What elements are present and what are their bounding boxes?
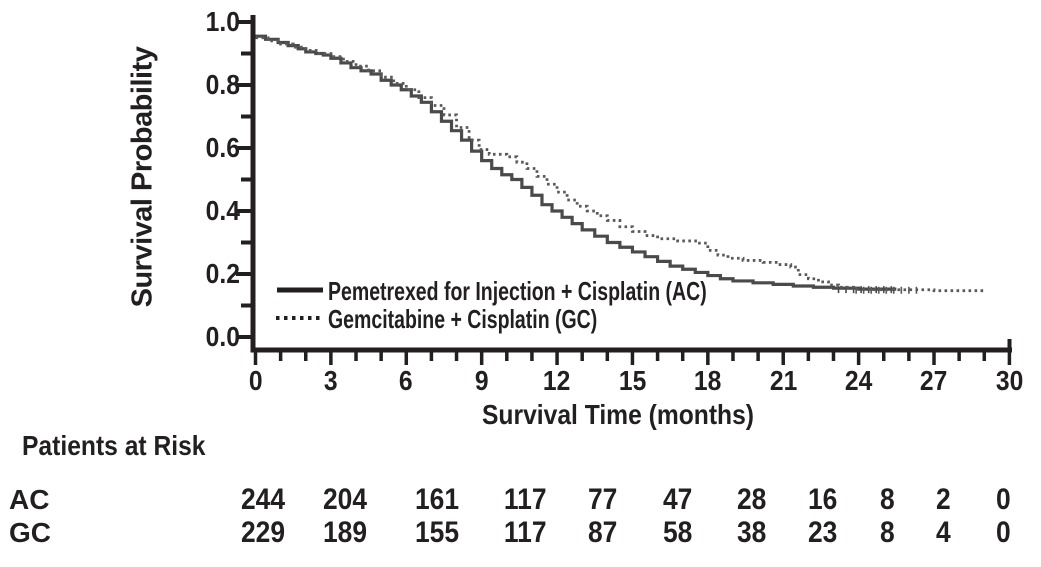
x-tick-label: 9 bbox=[442, 366, 522, 396]
risk-value-text: 87 bbox=[588, 516, 618, 549]
y-tick-label-text: 1.0 bbox=[205, 6, 240, 37]
y-tick-label: 0.0 bbox=[160, 322, 240, 352]
risk-value-ac: 47 bbox=[630, 485, 726, 515]
risk-value-ac: 2 bbox=[895, 485, 991, 515]
risk-value-ac: 16 bbox=[775, 485, 871, 515]
risk-value-gc: 58 bbox=[630, 518, 726, 548]
risk-value-text: 0 bbox=[995, 483, 1011, 516]
risk-value-text: 204 bbox=[322, 483, 368, 516]
x-tick-label-text: 0 bbox=[248, 365, 263, 396]
risk-value-text: 16 bbox=[808, 483, 838, 516]
y-tick-label-text: 0.0 bbox=[205, 321, 240, 352]
x-tick-label: 0 bbox=[216, 366, 296, 396]
risk-value-text: 189 bbox=[322, 516, 368, 549]
risk-value-text: 155 bbox=[414, 516, 460, 549]
x-tick-label-text: 3 bbox=[324, 365, 338, 396]
risk-value-gc: 117 bbox=[477, 518, 573, 548]
y-tick-label: 0.4 bbox=[160, 196, 240, 226]
risk-value-ac: 244 bbox=[215, 485, 311, 515]
x-tick-label-text: 30 bbox=[995, 365, 1024, 396]
y-tick-label-text: 0.2 bbox=[205, 258, 240, 289]
y-tick-label-text: 0.6 bbox=[205, 132, 240, 163]
x-tick-label-text: 15 bbox=[618, 365, 647, 396]
risk-value-text: 244 bbox=[240, 483, 286, 516]
x-tick-label: 27 bbox=[894, 366, 974, 396]
x-tick-label: 3 bbox=[291, 366, 371, 396]
risk-value-ac: 8 bbox=[839, 485, 935, 515]
risk-value-text: 2 bbox=[935, 483, 951, 516]
risk-value-text: 117 bbox=[503, 516, 547, 549]
survival-curves bbox=[255, 34, 985, 294]
risk-value-gc: 23 bbox=[775, 518, 871, 548]
y-tick-label-text: 0.4 bbox=[205, 195, 240, 226]
x-tick-label: 30 bbox=[969, 366, 1041, 396]
risk-value-text: 77 bbox=[588, 483, 618, 516]
x-axis-title: Survival Time (months) bbox=[481, 399, 755, 430]
x-tick-label: 12 bbox=[517, 366, 597, 396]
x-tick-label-text: 21 bbox=[769, 365, 797, 396]
x-tick-label: 15 bbox=[592, 366, 672, 396]
x-tick-label: 24 bbox=[819, 366, 899, 396]
risk-value-text: 28 bbox=[737, 483, 767, 516]
risk-value-gc: 8 bbox=[839, 518, 935, 548]
risk-value-ac: 28 bbox=[704, 485, 800, 515]
risk-value-gc: 189 bbox=[297, 518, 393, 548]
x-tick-label: 21 bbox=[743, 366, 823, 396]
x-tick-label-text: 18 bbox=[694, 365, 722, 396]
risk-value-ac: 77 bbox=[555, 485, 651, 515]
risk-value-text: 0 bbox=[995, 516, 1011, 549]
risk-value-text: 229 bbox=[240, 516, 286, 549]
risk-value-text: 47 bbox=[663, 483, 693, 516]
y-tick-label: 0.2 bbox=[160, 259, 240, 289]
y-tick-label: 0.6 bbox=[160, 133, 240, 163]
risk-value-ac: 0 bbox=[955, 485, 1041, 515]
y-tick-label: 1.0 bbox=[160, 7, 240, 37]
risk-row-label-ac: AC bbox=[9, 484, 50, 515]
risk-row-label-gc: GC bbox=[9, 517, 51, 548]
risk-value-text: 8 bbox=[879, 516, 895, 549]
risk-value-gc: 87 bbox=[555, 518, 651, 548]
risk-value-gc: 229 bbox=[215, 518, 311, 548]
risk-value-text: 58 bbox=[663, 516, 693, 549]
y-tick-label-text: 0.8 bbox=[205, 69, 240, 100]
x-tick-label-text: 12 bbox=[543, 365, 571, 396]
x-tick-label-text: 9 bbox=[474, 365, 489, 396]
risk-value-ac: 117 bbox=[477, 485, 573, 515]
risk-value-text: 23 bbox=[808, 516, 838, 549]
axes bbox=[236, 15, 1012, 365]
risk-value-gc: 38 bbox=[704, 518, 800, 548]
x-tick-label: 6 bbox=[366, 366, 446, 396]
risk-value-gc: 0 bbox=[955, 518, 1041, 548]
y-axis-title: Survival Probability bbox=[126, 46, 159, 308]
patients-at-risk-title: Patients at Risk bbox=[22, 430, 206, 461]
x-tick-label-text: 24 bbox=[844, 365, 873, 396]
legend-item-gc: Gemcitabine + Cisplatin (GC) bbox=[328, 304, 598, 334]
risk-value-ac: 204 bbox=[297, 485, 393, 515]
risk-value-text: 117 bbox=[503, 483, 547, 516]
y-tick-label: 0.8 bbox=[160, 70, 240, 100]
x-tick-label-text: 27 bbox=[920, 365, 948, 396]
risk-value-text: 161 bbox=[414, 483, 460, 516]
risk-value-gc: 155 bbox=[389, 518, 485, 548]
risk-value-text: 4 bbox=[935, 516, 951, 549]
legend-item-ac: Pemetrexed for Injection + Cisplatin (AC… bbox=[328, 276, 707, 306]
risk-value-gc: 4 bbox=[895, 518, 991, 548]
x-tick-label-text: 6 bbox=[399, 365, 414, 396]
risk-value-text: 38 bbox=[737, 516, 767, 549]
risk-value-text: 8 bbox=[879, 483, 895, 516]
legend-swatches bbox=[276, 287, 323, 320]
risk-value-ac: 161 bbox=[389, 485, 485, 515]
x-tick-label: 18 bbox=[668, 366, 748, 396]
